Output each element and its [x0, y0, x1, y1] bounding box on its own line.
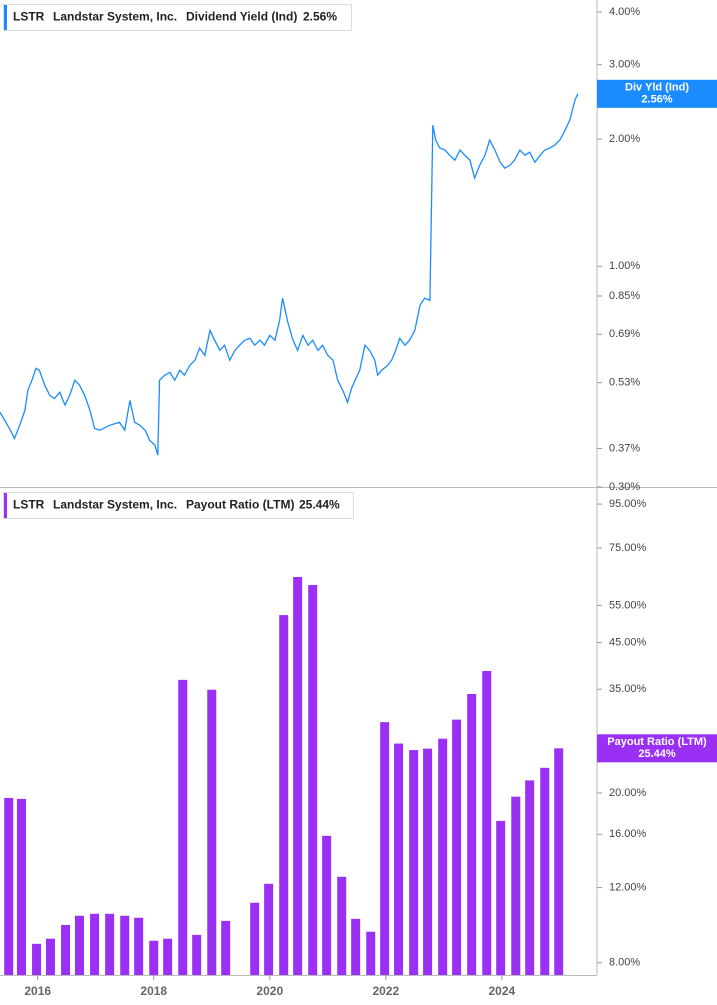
bar — [293, 577, 303, 975]
bar — [409, 750, 419, 975]
bar — [32, 943, 42, 975]
bar — [120, 915, 130, 975]
bar — [423, 748, 433, 975]
y-tick-label: 1.00% — [609, 260, 640, 272]
value-tag-name: Payout Ratio (LTM) — [607, 736, 707, 748]
legend-ticker: LSTR — [13, 10, 45, 24]
legend-series: Dividend Yield (Ind) — [186, 10, 297, 24]
y-tick-label: 2.00% — [609, 133, 640, 145]
y-tick-label: 0.37% — [609, 442, 640, 454]
bar — [394, 743, 404, 975]
x-tick-label: 2016 — [24, 984, 51, 998]
bar — [178, 679, 188, 975]
bar — [496, 820, 506, 975]
y-tick-label: 3.00% — [609, 59, 640, 71]
bar — [4, 797, 14, 975]
bar — [438, 738, 448, 975]
bar — [452, 719, 462, 975]
y-tick-label: 4.00% — [609, 6, 640, 18]
y-tick-label: 75.00% — [609, 542, 647, 554]
bar — [264, 883, 274, 975]
value-tag-value: 25.44% — [638, 748, 676, 760]
bar — [279, 615, 289, 975]
bar — [511, 796, 521, 975]
legend-box — [3, 4, 352, 31]
bar — [74, 915, 84, 975]
bar — [337, 876, 347, 975]
legend-value: 25.44% — [299, 498, 340, 512]
legend-swatch — [4, 5, 7, 30]
value-tag-name: Div Yld (Ind) — [625, 82, 689, 94]
x-tick-label: 2022 — [372, 984, 399, 998]
y-tick-label: 0.69% — [609, 328, 640, 340]
bar — [134, 917, 144, 975]
bar — [250, 902, 260, 975]
bar — [221, 920, 231, 975]
bar — [540, 767, 550, 975]
bar — [308, 584, 318, 975]
bar — [149, 940, 159, 975]
bar — [322, 835, 332, 975]
y-tick-label: 0.30% — [609, 481, 640, 493]
bar — [16, 798, 26, 975]
bar — [482, 671, 492, 975]
y-tick-label: 20.00% — [609, 787, 647, 799]
y-tick-label: 8.00% — [609, 957, 640, 969]
legend: LSTR Landstar System, Inc. Payout Ratio … — [3, 492, 354, 519]
bar — [525, 780, 535, 975]
y-tick-label: 12.00% — [609, 882, 647, 894]
legend-box — [3, 492, 354, 519]
value-tag-value: 2.56% — [641, 94, 672, 106]
bar — [380, 722, 390, 975]
value-tag — [597, 79, 717, 108]
bar — [207, 689, 217, 975]
bar — [351, 918, 361, 975]
bar — [45, 938, 55, 975]
x-tick-label: 2020 — [256, 984, 283, 998]
bar — [163, 938, 173, 975]
bar — [61, 924, 71, 975]
legend-series: Payout Ratio (LTM) — [186, 498, 294, 512]
bar — [366, 931, 376, 975]
y-tick-label: 16.00% — [609, 828, 647, 840]
x-tick-label: 2024 — [488, 984, 515, 998]
bar — [90, 913, 100, 975]
legend: LSTR Landstar System, Inc. Dividend Yiel… — [3, 4, 352, 31]
line — [0, 93, 579, 456]
y-tick-label: 45.00% — [609, 636, 647, 648]
x-tick-label: 2018 — [140, 984, 167, 998]
y-tick-label: 0.53% — [609, 377, 640, 389]
bar — [554, 748, 564, 975]
y-tick-label: 0.85% — [609, 290, 640, 302]
bar — [192, 934, 202, 975]
y-tick-label: 55.00% — [609, 599, 647, 611]
legend-company: Landstar System, Inc. — [53, 10, 177, 24]
bar — [467, 694, 477, 975]
legend-value: 2.56% — [303, 10, 337, 24]
y-tick-label: 95.00% — [609, 498, 647, 510]
value-tag — [597, 734, 717, 763]
legend-swatch — [4, 493, 7, 518]
y-tick-label: 35.00% — [609, 683, 647, 695]
bar — [105, 913, 115, 975]
legend-company: Landstar System, Inc. — [53, 498, 177, 512]
legend-ticker: LSTR — [13, 498, 45, 512]
